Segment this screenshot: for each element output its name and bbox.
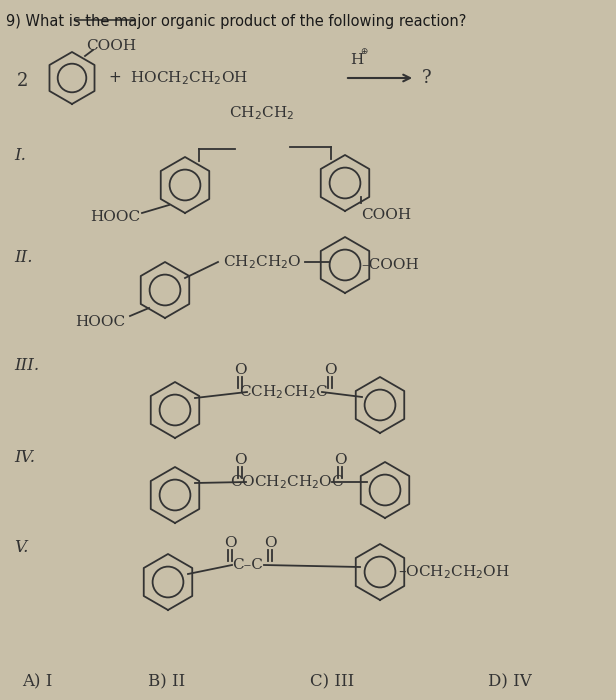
Text: HOOC: HOOC: [90, 210, 140, 224]
Text: O: O: [233, 453, 246, 467]
Text: COOH: COOH: [361, 208, 411, 222]
Text: H: H: [350, 53, 363, 67]
Text: O: O: [233, 363, 246, 377]
Text: A) I: A) I: [22, 673, 52, 690]
Text: COOH: COOH: [86, 39, 136, 53]
Text: CCH$_2$CH$_2$C: CCH$_2$CH$_2$C: [240, 383, 328, 401]
Text: D) IV: D) IV: [488, 673, 532, 690]
Text: II.: II.: [14, 249, 33, 267]
Text: C) III: C) III: [310, 673, 354, 690]
Text: B) II: B) II: [148, 673, 185, 690]
Text: HOOC: HOOC: [75, 315, 125, 329]
Text: I.: I.: [14, 146, 26, 164]
Text: O: O: [264, 536, 277, 550]
Text: CH$_2$CH$_2$: CH$_2$CH$_2$: [229, 104, 294, 122]
Text: $^{\oplus}$: $^{\oplus}$: [360, 48, 368, 60]
Text: O: O: [334, 453, 346, 467]
Text: IV.: IV.: [14, 449, 35, 466]
Text: 2: 2: [16, 72, 28, 90]
Text: CH$_2$CH$_2$O: CH$_2$CH$_2$O: [223, 253, 301, 271]
Text: –COOH: –COOH: [361, 258, 419, 272]
Text: ?: ?: [422, 69, 432, 87]
Text: COCH$_2$CH$_2$OC: COCH$_2$CH$_2$OC: [230, 473, 344, 491]
Text: C–C: C–C: [233, 558, 264, 572]
Text: O: O: [224, 536, 237, 550]
Text: 9) What is the major organic product of the following reaction?: 9) What is the major organic product of …: [6, 14, 466, 29]
Text: O: O: [323, 363, 336, 377]
Text: –OCH$_2$CH$_2$OH: –OCH$_2$CH$_2$OH: [398, 563, 510, 581]
Text: V.: V.: [14, 540, 28, 557]
Text: III.: III.: [14, 356, 39, 374]
Text: $+$  HOCH$_2$CH$_2$OH: $+$ HOCH$_2$CH$_2$OH: [108, 69, 248, 87]
